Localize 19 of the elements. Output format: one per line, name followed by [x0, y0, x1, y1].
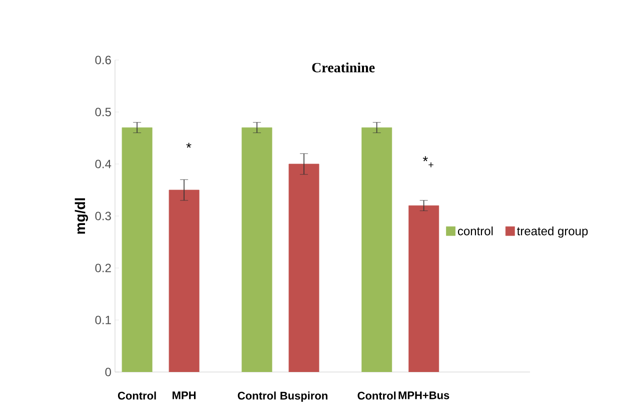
legend-label: control — [458, 226, 493, 236]
annotation: *$_{+}$ — [422, 156, 434, 168]
y-tick-label: 0.2 — [95, 264, 111, 272]
y-tick-label: 0.5 — [95, 108, 111, 116]
y-tick-label: 0.1 — [95, 316, 111, 324]
x-tick-label: Control — [358, 392, 396, 400]
legend-label: treated group — [517, 226, 588, 238]
x-tick-label: MPH+Bus — [398, 392, 450, 400]
annotation: * — [186, 142, 192, 148]
x-tick-label: Buspiron — [280, 392, 328, 402]
x-tick-label: MPH — [172, 392, 196, 400]
y-axis-title: mg/dl — [74, 198, 88, 234]
y-tick-label: 0.4 — [95, 160, 112, 168]
y-tick-label: 0 — [105, 368, 112, 376]
x-tick-label: Control — [238, 392, 276, 400]
x-tick-label: Control — [118, 392, 156, 400]
chart-title: Creatinine — [312, 62, 375, 72]
y-tick-label: 0.6 — [95, 56, 111, 64]
y-tick-label: 0.3 — [95, 212, 111, 220]
